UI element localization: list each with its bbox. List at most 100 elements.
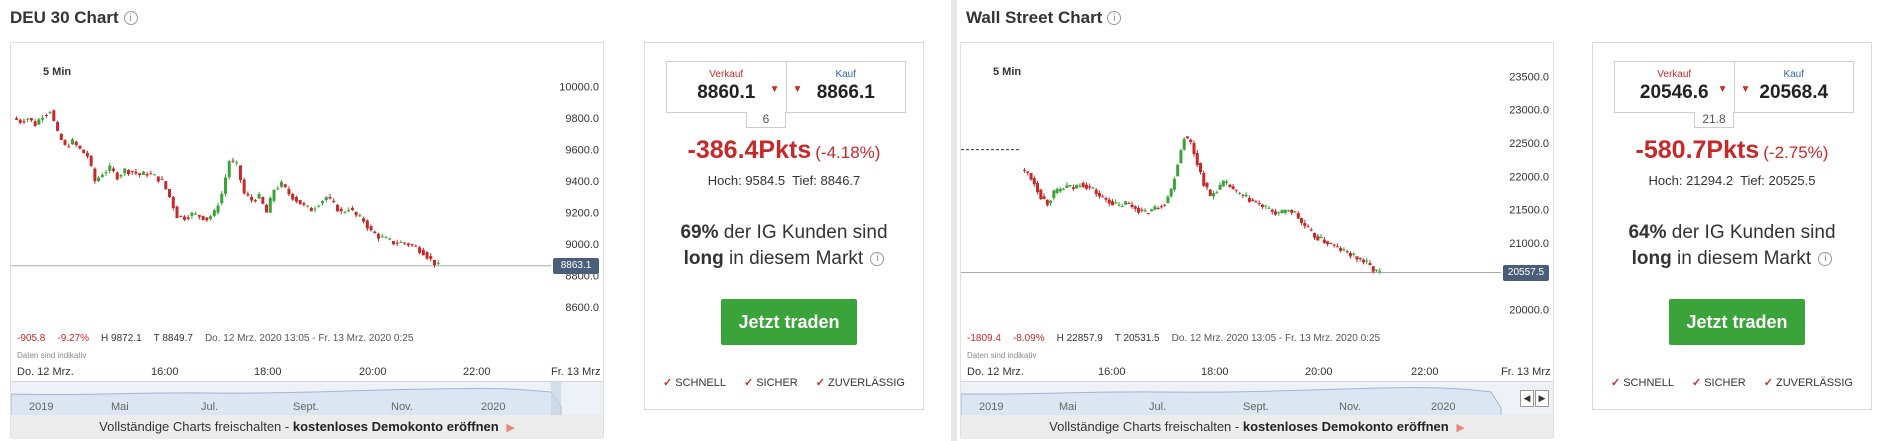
candle-body [41,117,45,120]
checkmark-icon: ✓ [743,377,754,389]
candle-body [1150,209,1154,212]
candle-body [1234,189,1238,191]
candle-body [44,115,48,116]
unlock-banner: Vollständige Charts freischalten - koste… [961,415,1553,439]
deu30-panel: DEU 30 Chart i 10000.0 9800.0 9600.0 9400.0… [10,8,924,439]
candle-body [1179,150,1183,163]
range-navigator[interactable]: 2019 Mai Jul. Sept. Nov. 2020 ◀ ▶ [961,381,1553,416]
data-hint: Daten sind indikativ [967,351,1037,360]
caret-down-icon: ▼ [792,84,803,95]
candle-body [1026,171,1030,173]
trade-now-button[interactable]: Jetzt traden [721,299,857,345]
nav-label: 2019 [979,401,1004,413]
nav-label: 2020 [1431,401,1456,413]
candle-body [1238,192,1242,194]
scroll-left-icon[interactable]: ◀ [1520,390,1534,407]
navigator-sparkline [11,382,562,416]
price-chart[interactable]: 23500.0 23000.0 22500.0 22000.0 21500.0 21000… [960,42,1555,439]
candle-body [164,181,168,190]
candlestick-chart[interactable]: 10000.09800.09600.09400.09200.09000.0880… [11,43,605,365]
candle-body [403,242,407,244]
checkmark-icon: ✓ [1691,377,1702,389]
candle-body [313,208,317,210]
stats-change-pct: -9.27% [57,333,90,344]
change-percent: (-4.18%) [815,143,881,162]
candle-body [279,181,283,187]
nav-label: Nov. [391,401,413,413]
candle-body [209,216,213,219]
candle-body [1055,188,1059,193]
candle-body [1049,200,1053,203]
sentiment-text: der IG Kunden sind [723,222,888,243]
candle-body [265,204,269,213]
candle-body [56,122,60,131]
candle-body [1221,180,1225,187]
info-icon[interactable]: i [870,251,885,266]
sell-quote[interactable]: Verkauf 8860.1 ▼ [667,62,787,112]
interval-label[interactable]: 5 Min [43,66,72,78]
high-label: Hoch: [707,173,742,188]
y-tick-label: 9200.0 [565,208,599,220]
demo-account-link[interactable]: kostenloses Demokonto eröffnen [292,419,499,434]
candle-body [1208,189,1212,196]
candle-body [29,118,33,121]
buy-quote[interactable]: ▼ Kauf 20568.4 [1735,62,1854,112]
unlock-text: Vollständige Charts freischalten - [1049,419,1240,434]
candle-body [1088,186,1092,188]
candle-body [1326,241,1330,245]
wallstreet-panel: Wall Street Chart i 23500.0 23000.0 22500.… [956,0,1878,441]
candle-body [418,247,422,253]
candle-body [1218,184,1222,190]
candle-body [1378,270,1382,272]
buy-quote[interactable]: ▼ Kauf 8866.1 [787,62,906,112]
candle-body [272,189,276,201]
candle-body [119,175,123,177]
high-low: Hoch: 21294.2 Tief: 20525.5 [1593,173,1871,188]
candle-body [123,168,127,174]
candle-body [362,218,366,222]
y-tick-label: 8600.0 [565,302,599,314]
candle-body [1189,139,1193,143]
candle-body [1316,236,1320,241]
candle-body [268,198,272,213]
y-tick-label: 23500.0 [1509,71,1549,83]
trade-now-button[interactable]: Jetzt traden [1669,299,1805,345]
spread-value: 6 [746,112,786,128]
interval-label[interactable]: 5 Min [993,66,1022,78]
y-tick-label: 9000.0 [565,239,599,251]
candle-body [1251,199,1255,202]
info-icon[interactable]: i [123,11,138,25]
demo-account-link[interactable]: kostenloses Demokonto eröffnen [1242,419,1449,434]
candle-body [399,241,403,243]
info-icon[interactable]: i [1818,251,1833,266]
candle-body [1277,212,1281,214]
candle-body [1107,199,1111,204]
chart-title: Wall Street Chart i [966,8,1122,28]
candlestick-chart[interactable]: 23500.0 23000.0 22500.0 22000.0 21500.0 21000… [961,43,1555,365]
candle-body [373,231,377,234]
range-navigator[interactable]: 2019 Mai Jul. Sept. Nov. 2020 [11,381,603,416]
candle-body [1355,256,1359,260]
y-tick-label: 22500.0 [1509,138,1549,150]
candle-body [67,146,71,148]
candle-body [1081,183,1085,188]
scroll-right-icon[interactable]: ▶ [1535,390,1549,407]
feature-label: SCHNELL [1623,377,1674,389]
info-icon[interactable]: i [1107,11,1122,25]
candle-body [391,241,395,245]
price-chart[interactable]: 10000.0 9800.0 9600.0 9400.0 9200.0 9000.0 880… [10,42,605,439]
candle-body [429,256,433,259]
candle-body [1329,243,1333,244]
candle-body [1371,266,1375,272]
sell-quote[interactable]: Verkauf 20546.6 ▼ [1615,62,1735,112]
candle-body [347,210,351,212]
feature-label: SICHER [756,377,798,389]
candle-body [1058,188,1062,192]
y-tick-label: 9600.0 [565,145,599,157]
candle-body [377,233,381,239]
daily-change: -580.7Pkts (-2.75%) [1593,136,1871,165]
candle-body [1091,187,1095,189]
nav-label: 2019 [29,401,54,413]
high-label: Hoch: [1648,173,1683,188]
candle-body [1094,189,1098,195]
